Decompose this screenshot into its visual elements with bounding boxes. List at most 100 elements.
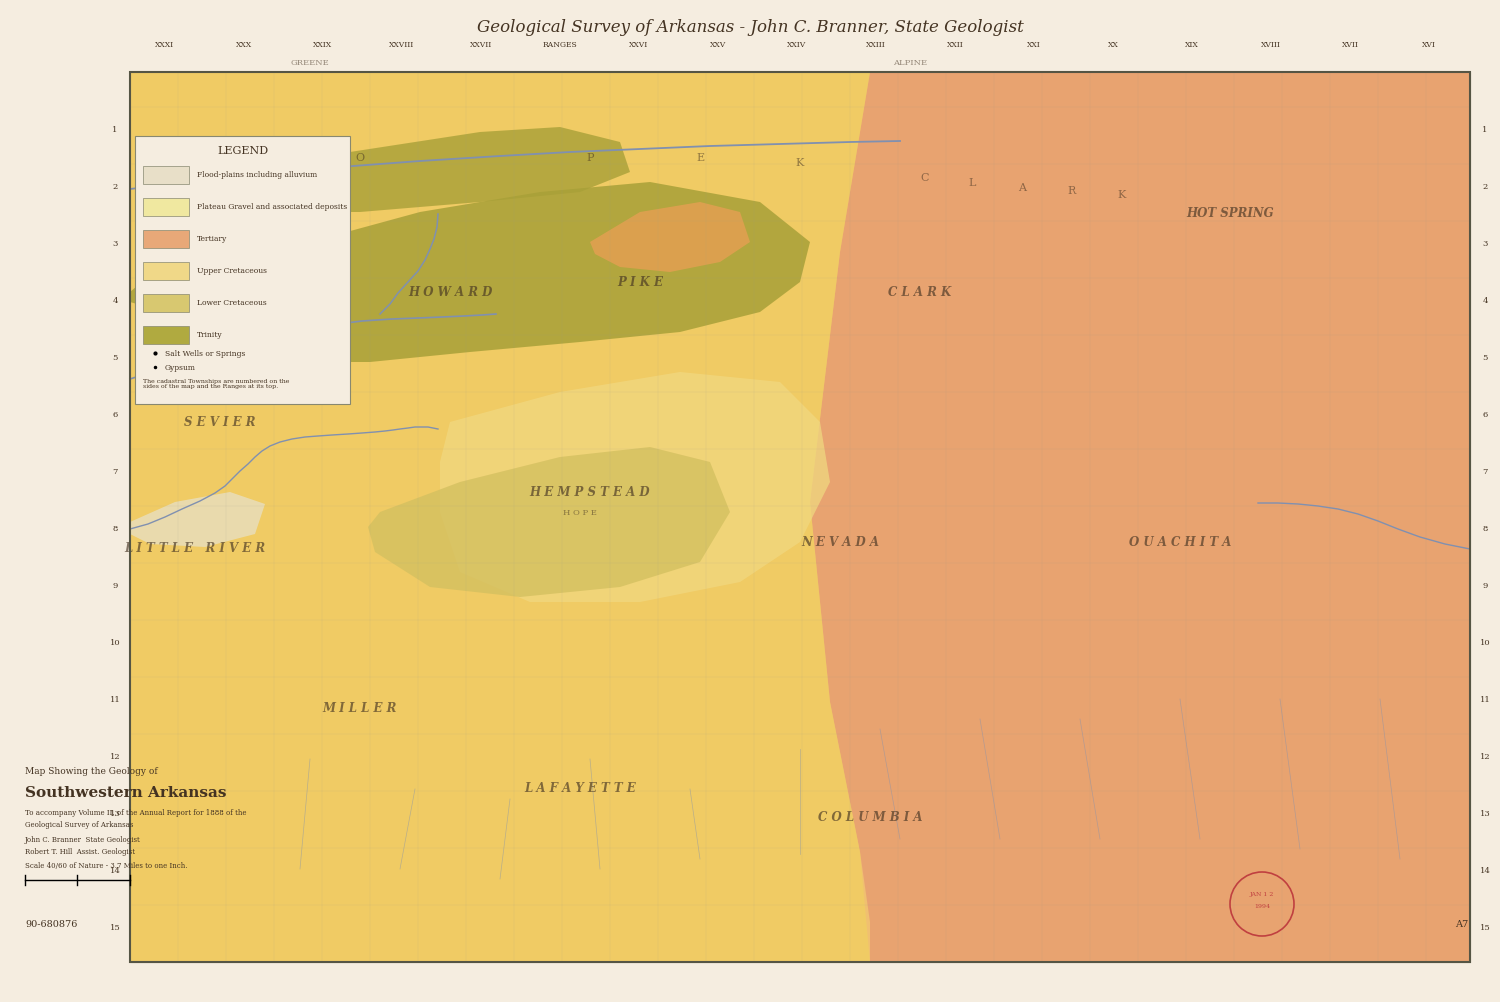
Bar (135, 137, 350, 405)
Text: C O L U M B I A: C O L U M B I A (818, 811, 922, 824)
Text: Salt Wells or Springs: Salt Wells or Springs (165, 350, 246, 358)
Text: XXVII: XXVII (470, 41, 492, 49)
Text: Flood-plains including alluvium: Flood-plains including alluvium (196, 170, 318, 178)
Text: 3: 3 (112, 239, 117, 247)
Text: 15: 15 (110, 923, 120, 931)
Bar (130, 73, 1470, 962)
Text: XXV: XXV (710, 41, 726, 49)
Polygon shape (368, 448, 730, 597)
Text: L I T T L E   R I V E R: L I T T L E R I V E R (124, 541, 266, 554)
Text: XXVIII: XXVIII (390, 41, 414, 49)
Text: 9: 9 (112, 581, 117, 589)
Text: H O P E: H O P E (562, 508, 597, 516)
Text: Southwestern Arkansas: Southwestern Arkansas (26, 786, 226, 800)
Text: Upper Cretaceous: Upper Cretaceous (196, 267, 267, 275)
Text: R: R (1068, 185, 1076, 195)
Text: XXIII: XXIII (865, 41, 886, 49)
Text: 8: 8 (112, 524, 117, 532)
Text: 1: 1 (1482, 126, 1488, 134)
Text: H O W A R D: H O W A R D (408, 287, 492, 300)
Text: 4: 4 (1482, 297, 1488, 305)
Text: 1: 1 (112, 126, 117, 134)
Polygon shape (440, 373, 830, 602)
Text: XXII: XXII (946, 41, 963, 49)
Text: 15: 15 (1479, 923, 1491, 931)
Text: K: K (1118, 189, 1126, 199)
Text: JAN 1 2: JAN 1 2 (1250, 892, 1274, 897)
Text: E: E (696, 153, 703, 163)
Text: Scale 40/60 of Nature - 3.7 Miles to one Inch.: Scale 40/60 of Nature - 3.7 Miles to one… (26, 861, 188, 869)
Bar (142, 167, 189, 184)
Text: Tertiary: Tertiary (196, 234, 228, 242)
Text: C L A R K: C L A R K (888, 287, 951, 300)
Text: XXIV: XXIV (788, 41, 807, 49)
Text: Plateau Gravel and associated deposits: Plateau Gravel and associated deposits (196, 202, 346, 210)
Text: N E V A D A: N E V A D A (801, 536, 879, 549)
Text: XIX: XIX (1185, 41, 1198, 49)
Text: 90-680876: 90-680876 (26, 920, 78, 929)
Polygon shape (244, 128, 630, 212)
Text: 5: 5 (1482, 354, 1488, 362)
Text: 8: 8 (1482, 524, 1488, 532)
Text: XXI: XXI (1028, 41, 1041, 49)
Bar (142, 198, 189, 216)
Text: M I L L E R: M I L L E R (322, 700, 398, 713)
Text: Geological Survey of Arkansas: Geological Survey of Arkansas (26, 821, 134, 829)
Text: ALPINE: ALPINE (892, 59, 927, 67)
Text: 11: 11 (110, 695, 120, 703)
Bar (142, 295, 189, 313)
Text: 2: 2 (112, 182, 117, 190)
Text: 10: 10 (1479, 638, 1491, 646)
Text: 11: 11 (1479, 695, 1491, 703)
Bar (142, 327, 189, 345)
Text: 13: 13 (1479, 810, 1491, 818)
Text: 7: 7 (1482, 468, 1488, 476)
Text: 6: 6 (1482, 411, 1488, 419)
Text: 7: 7 (112, 468, 117, 476)
Text: XXVI: XXVI (630, 41, 648, 49)
Text: 14: 14 (1479, 866, 1491, 874)
Text: P I K E: P I K E (616, 277, 663, 290)
Text: 1994: 1994 (1254, 904, 1270, 909)
Text: RANGES: RANGES (543, 41, 578, 49)
Text: O: O (356, 153, 364, 163)
Polygon shape (130, 73, 870, 962)
Text: HOT SPRING: HOT SPRING (1186, 206, 1274, 219)
Text: XVI: XVI (1422, 41, 1436, 49)
Text: LEGEND: LEGEND (217, 146, 268, 156)
Text: 2: 2 (1482, 182, 1488, 190)
Text: XXIX: XXIX (314, 41, 333, 49)
Text: 10: 10 (110, 638, 120, 646)
Text: Lower Cretaceous: Lower Cretaceous (196, 299, 267, 307)
Text: 12: 12 (1479, 753, 1491, 761)
Text: H: H (290, 148, 300, 158)
Bar (142, 263, 189, 281)
Text: 9: 9 (1482, 581, 1488, 589)
Text: XXX: XXX (236, 41, 252, 49)
Text: H E M P S T E A D: H E M P S T E A D (530, 486, 651, 499)
Text: XXXI: XXXI (156, 41, 174, 49)
Text: Gypsum: Gypsum (165, 364, 196, 372)
Text: L A F A Y E T T E: L A F A Y E T T E (524, 781, 636, 794)
Polygon shape (165, 182, 810, 363)
Text: A: A (1019, 182, 1026, 192)
Text: 13: 13 (110, 810, 120, 818)
Text: 3: 3 (1482, 239, 1488, 247)
Polygon shape (130, 493, 266, 547)
Text: Trinity: Trinity (196, 331, 222, 339)
Text: 14: 14 (110, 866, 120, 874)
Text: The cadastral Townships are numbered on the
sides of the map and the Ranges at i: The cadastral Townships are numbered on … (142, 378, 290, 389)
Text: L: L (969, 177, 975, 187)
Polygon shape (130, 242, 251, 313)
Text: John C. Branner  State Geologist: John C. Branner State Geologist (26, 835, 141, 843)
Text: A7: A7 (1455, 920, 1468, 929)
Text: XVII: XVII (1341, 41, 1359, 49)
Bar (142, 230, 189, 248)
Polygon shape (810, 73, 1470, 962)
Text: Geological Survey of Arkansas - John C. Branner, State Geologist: Geological Survey of Arkansas - John C. … (477, 18, 1023, 35)
Text: 12: 12 (110, 753, 120, 761)
Text: S E V I E R: S E V I E R (184, 416, 255, 429)
Polygon shape (590, 202, 750, 273)
Text: P: P (586, 153, 594, 163)
Text: To accompany Volume II. of the Annual Report for 1888 of the: To accompany Volume II. of the Annual Re… (26, 809, 246, 817)
